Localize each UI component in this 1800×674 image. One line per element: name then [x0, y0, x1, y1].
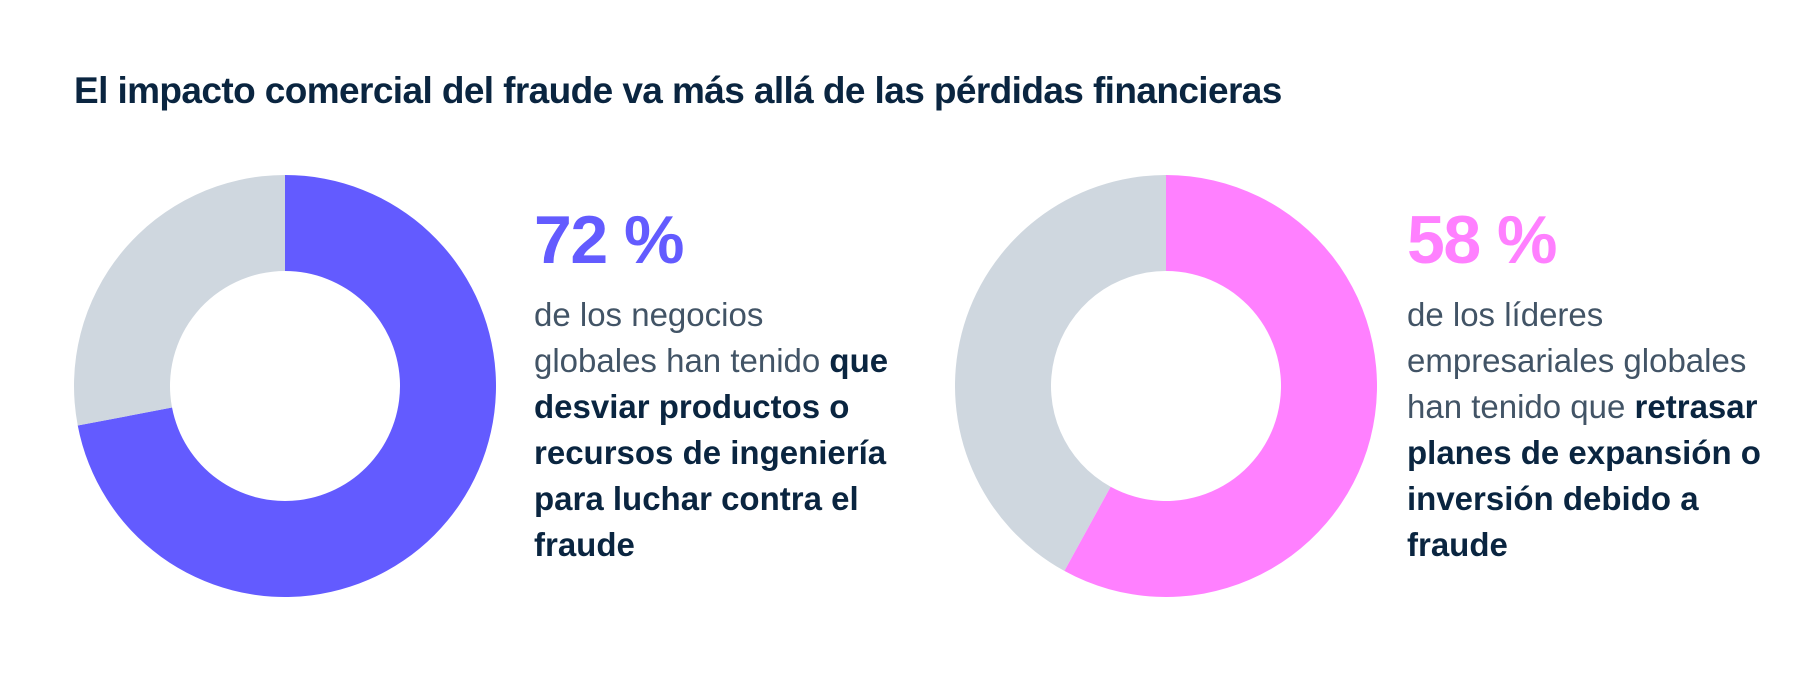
donut-2-slice-highlight [1064, 175, 1377, 597]
stat-description-2: de los líderes empresariales globales ha… [1407, 292, 1767, 568]
stat-description-1: de los negocios globales han tenido que … [534, 292, 894, 568]
stat-percent-1: 72 % [534, 202, 685, 278]
stat-block-2: 58 % de los líderes empresariales global… [1407, 204, 1767, 568]
donut-2-slice-remainder [955, 175, 1166, 571]
donut-1-slice-remainder [74, 175, 285, 426]
stat-text-regular-2: de los líderes empresariales globales ha… [1407, 296, 1747, 425]
donut-chart-2 [955, 175, 1377, 597]
stat-block-1: 72 % de los negocios globales han tenido… [534, 204, 894, 568]
page-title: El impacto comercial del fraude va más a… [74, 70, 1282, 111]
stat-percent-2: 58 % [1407, 202, 1558, 278]
stat-text-bold-1: que desviar productos o recursos de inge… [534, 342, 889, 563]
donut-1-slice-highlight [77, 175, 496, 597]
stat-text-regular-1: de los negocios globales han tenido [534, 296, 830, 379]
donut-chart-1 [74, 175, 496, 597]
stat-text-bold-2: retrasar planes de expansión o inversión… [1407, 388, 1761, 563]
